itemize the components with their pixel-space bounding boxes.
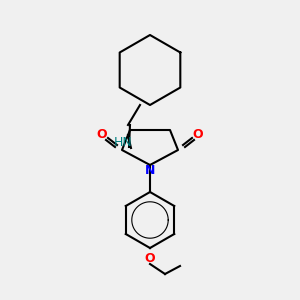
Text: HN: HN [114, 136, 132, 149]
Text: O: O [97, 128, 107, 140]
Text: O: O [145, 251, 155, 265]
Text: O: O [193, 128, 203, 140]
Text: N: N [145, 164, 155, 178]
